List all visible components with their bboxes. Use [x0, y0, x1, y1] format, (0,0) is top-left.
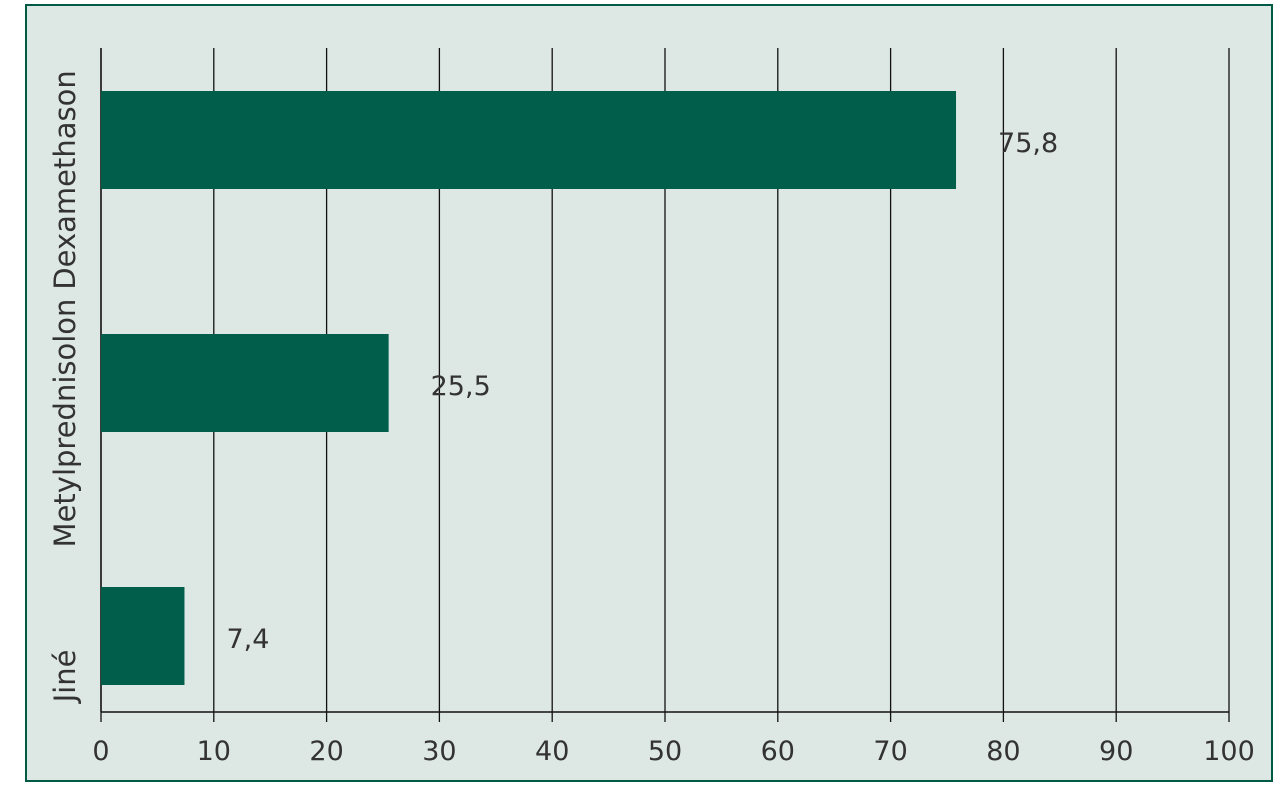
x-tick-label: 60 [761, 736, 795, 767]
data-label: 25,5 [431, 371, 491, 402]
data-label: 7,4 [226, 624, 269, 655]
x-tick-label: 50 [648, 736, 682, 767]
category-label: Jiné [48, 650, 82, 705]
data-label: 75,8 [998, 128, 1058, 159]
x-tick-label: 0 [92, 736, 109, 767]
bar [101, 334, 389, 432]
bar [101, 91, 957, 189]
x-tick-label: 90 [1099, 736, 1133, 767]
x-tick-label: 80 [986, 736, 1020, 767]
category-label: Metylprednisolon [48, 299, 82, 548]
category-label: Dexamethason [48, 70, 82, 289]
x-tick-label: 20 [309, 736, 343, 767]
x-tick-label: 30 [422, 736, 456, 767]
x-tick-label: 10 [197, 736, 231, 767]
x-tick-label: 40 [535, 736, 569, 767]
x-tick-label: 100 [1203, 736, 1255, 767]
bar [101, 587, 185, 685]
x-tick-label: 70 [873, 736, 907, 767]
